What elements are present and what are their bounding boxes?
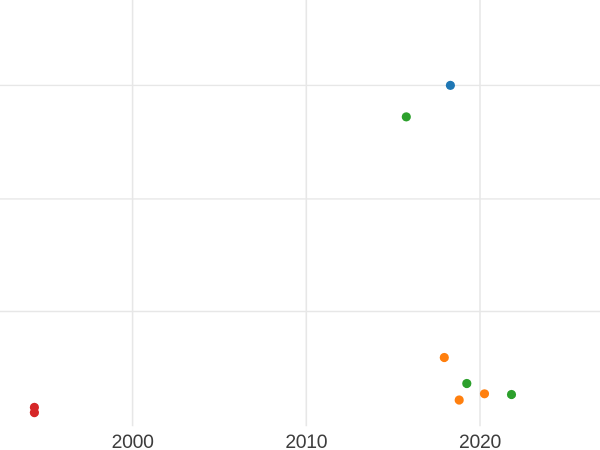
svg-text:2000: 2000 bbox=[112, 431, 154, 450]
svg-text:2020: 2020 bbox=[459, 431, 501, 450]
svg-text:2010: 2010 bbox=[285, 431, 327, 450]
